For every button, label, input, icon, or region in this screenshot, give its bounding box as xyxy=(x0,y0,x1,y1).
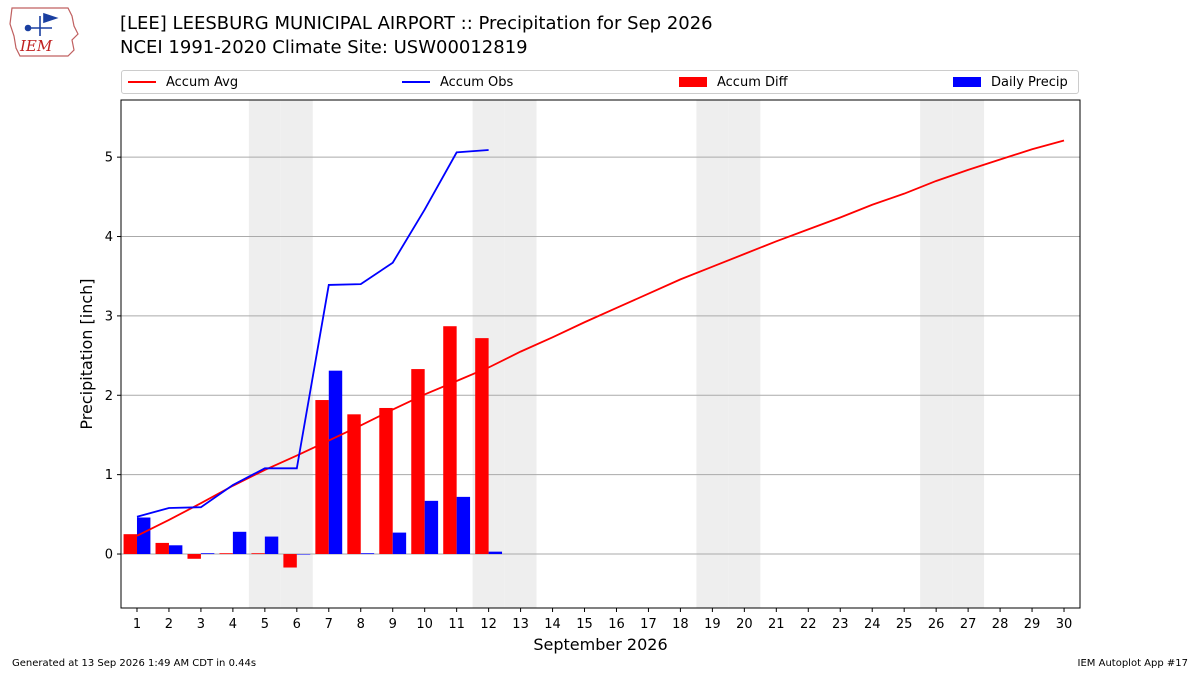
x-tick-label-10: 10 xyxy=(416,617,433,632)
legend-swatch-accum-diff xyxy=(679,77,707,87)
accum-diff-bar-day-5 xyxy=(251,553,265,555)
x-tick-label-28: 28 xyxy=(992,617,1009,632)
legend-label-accum-obs: Accum Obs xyxy=(440,74,514,90)
daily-precip-bar-day-3 xyxy=(200,553,215,555)
accum-diff-bar-day-11 xyxy=(443,326,457,555)
legend-swatch-accum-obs xyxy=(402,81,430,83)
y-tick-label-5: 5 xyxy=(105,151,113,166)
legend-item-accum-diff: Accum Diff xyxy=(679,71,788,93)
daily-precip-bar-day-5 xyxy=(264,536,279,555)
daily-precip-bar-day-11 xyxy=(456,496,471,555)
accum-diff-bar-day-6 xyxy=(283,554,297,568)
x-tick-label-12: 12 xyxy=(480,617,497,632)
accum-diff-bar-day-12 xyxy=(475,338,489,555)
x-tick-label-20: 20 xyxy=(736,617,753,632)
generated-timestamp: Generated at 13 Sep 2026 1:49 AM CDT in … xyxy=(12,658,257,669)
x-tick-label-8: 8 xyxy=(357,617,365,632)
legend-label-accum-diff: Accum Diff xyxy=(717,74,788,90)
iem-logo: IEM xyxy=(9,7,79,57)
x-tick-label-1: 1 xyxy=(133,617,141,632)
accum-obs-line xyxy=(136,149,489,518)
accum-diff-bar-day-4 xyxy=(219,553,233,555)
daily-precip-bar-day-9 xyxy=(392,532,407,555)
x-tick-label-15: 15 xyxy=(576,617,593,632)
iowa-state-outline xyxy=(9,7,79,57)
accum-diff-bar-day-2 xyxy=(155,542,169,555)
x-tick-label-13: 13 xyxy=(512,617,529,632)
x-tick-label-6: 6 xyxy=(293,617,301,632)
x-tick-label-23: 23 xyxy=(832,617,849,632)
daily-precip-bar-day-10 xyxy=(424,500,439,555)
x-tick-label-29: 29 xyxy=(1024,617,1041,632)
legend-item-accum-avg: Accum Avg xyxy=(128,71,238,93)
x-tick-label-3: 3 xyxy=(197,617,205,632)
legend-swatch-accum-avg xyxy=(128,81,156,83)
weather-station-icon xyxy=(24,12,59,36)
x-tick-label-30: 30 xyxy=(1056,617,1073,632)
accum-diff-bar-day-9 xyxy=(379,407,393,555)
x-tick-label-14: 14 xyxy=(544,617,561,632)
x-tick-label-26: 26 xyxy=(928,617,945,632)
weekend-band-20 xyxy=(728,100,761,608)
legend-item-daily-precip: Daily Precip xyxy=(953,71,1068,93)
weekend-band-5 xyxy=(248,100,281,608)
x-tick-label-2: 2 xyxy=(165,617,173,632)
accum-diff-bar-day-7 xyxy=(315,400,329,555)
y-tick-label-3: 3 xyxy=(105,309,113,324)
accum-diff-bar-day-3 xyxy=(187,554,201,559)
weekend-shading xyxy=(248,100,985,608)
x-tick-label-11: 11 xyxy=(448,617,465,632)
legend-label-daily-precip: Daily Precip xyxy=(991,74,1068,90)
accum-diff-bar-day-1 xyxy=(123,534,137,555)
x-tick-label-24: 24 xyxy=(864,617,881,632)
legend-label-accum-avg: Accum Avg xyxy=(166,74,239,90)
app-credit: IEM Autoplot App #17 xyxy=(1077,658,1188,669)
line-series xyxy=(136,139,1065,537)
x-tick-label-25: 25 xyxy=(896,617,913,632)
x-tick-label-7: 7 xyxy=(325,617,333,632)
x-tick-label-22: 22 xyxy=(800,617,817,632)
x-axis-label: September 2026 xyxy=(533,635,667,654)
x-tick-label-19: 19 xyxy=(704,617,721,632)
y-tick-label-4: 4 xyxy=(105,230,113,245)
daily-precip-bar-day-8 xyxy=(360,553,375,555)
plot-frame xyxy=(120,99,1081,609)
x-tick-label-21: 21 xyxy=(768,617,785,632)
logo-text: IEM xyxy=(19,37,53,55)
accum-diff-bar-day-10 xyxy=(411,369,425,555)
accum-avg-line xyxy=(136,139,1065,537)
x-tick-label-9: 9 xyxy=(389,617,397,632)
daily-precip-bar-day-1 xyxy=(136,517,151,555)
x-tick-label-17: 17 xyxy=(640,617,657,632)
legend-item-accum-obs: Accum Obs xyxy=(402,71,513,93)
chart-legend: Accum Avg Accum Obs Accum Diff Daily Pre… xyxy=(121,70,1079,94)
daily-precip-bar-day-12 xyxy=(488,551,503,555)
weekend-band-6 xyxy=(280,100,313,608)
x-tick-label-5: 5 xyxy=(261,617,269,632)
weekend-band-19 xyxy=(696,100,729,608)
y-tick-label-0: 0 xyxy=(105,548,113,563)
weekend-band-13 xyxy=(504,100,537,608)
daily-precip-bar-day-4 xyxy=(232,531,247,555)
x-tick-label-18: 18 xyxy=(672,617,689,632)
daily-precip-bar-day-2 xyxy=(168,545,183,555)
chart-title: [LEE] LEESBURG MUNICIPAL AIRPORT :: Prec… xyxy=(120,13,713,34)
accum-diff-bar-day-8 xyxy=(347,414,361,555)
y-tick-label-2: 2 xyxy=(105,389,113,404)
bar-series xyxy=(123,326,503,568)
chart-subtitle: NCEI 1991-2020 Climate Site: USW00012819 xyxy=(120,37,528,58)
daily-precip-bar-day-6 xyxy=(296,554,311,555)
y-axis-label: Precipitation [inch] xyxy=(77,278,96,429)
x-tick-label-4: 4 xyxy=(229,617,237,632)
y-tick-label-1: 1 xyxy=(105,468,113,483)
weekend-band-27 xyxy=(952,100,985,608)
daily-precip-bar-day-7 xyxy=(328,370,343,555)
legend-swatch-daily-precip xyxy=(953,77,981,87)
gridlines xyxy=(121,156,1080,555)
x-tick-label-16: 16 xyxy=(608,617,625,632)
x-tick-label-27: 27 xyxy=(960,617,977,632)
